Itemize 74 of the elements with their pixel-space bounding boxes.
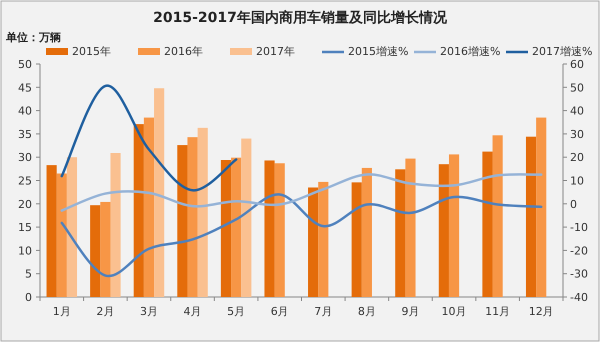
y-tick-label: 10 (18, 244, 32, 258)
x-tick-label: 10月 (442, 305, 467, 318)
chart-title: 2015-2017年国内商用车销量及同比增长情况 (153, 9, 448, 26)
legend-label: 2017增速% (532, 45, 592, 58)
bar (308, 187, 318, 297)
y2-tick-label: 30 (570, 128, 584, 141)
bar (405, 158, 416, 297)
bar (66, 157, 78, 297)
bar (90, 205, 100, 297)
y2-tick-label: 20 (570, 151, 584, 164)
y-tick-label: 0 (25, 291, 32, 304)
bar (352, 182, 362, 297)
bar (274, 163, 285, 297)
bar (198, 128, 208, 297)
bar (438, 164, 449, 297)
y-tick-label: 30 (18, 151, 32, 164)
bar (100, 202, 110, 297)
y-tick-label: 50 (18, 58, 32, 71)
line-series (60, 84, 238, 192)
bar (362, 168, 372, 297)
x-tick-label: 2月 (96, 305, 114, 318)
x-tick-label: 5月 (227, 305, 246, 318)
bar (110, 153, 121, 297)
line-series (60, 173, 542, 212)
bar (482, 152, 493, 297)
bar (536, 118, 546, 297)
bar (526, 136, 536, 297)
bar (448, 154, 460, 297)
x-tick-label: 9月 (401, 305, 420, 318)
y2-tick-label: 50 (570, 81, 584, 94)
bar (241, 138, 252, 297)
y-tick-label: 40 (18, 104, 32, 118)
y2-tick-label: 10 (570, 174, 584, 188)
text: 单位：万辆 (5, 31, 61, 44)
bar (134, 124, 144, 297)
y2-tick-label: -10 (570, 221, 588, 234)
x-tick-label: 1月 (52, 305, 71, 318)
bar (395, 169, 406, 297)
bar (231, 158, 242, 297)
x-tick-label: 6月 (270, 305, 289, 318)
legend-label: 2016增速% (440, 45, 500, 58)
y-tick-label: 25 (18, 174, 32, 188)
x-tick-label: 3月 (140, 305, 158, 318)
y-tick-label: 35 (18, 128, 32, 141)
bar (492, 135, 503, 297)
y2-tick-label: -30 (570, 268, 588, 281)
bar (220, 160, 232, 297)
y2-tick-label: 0 (570, 198, 577, 211)
y-tick-label: 45 (18, 81, 32, 94)
bar (154, 88, 164, 297)
legend-label: 2015增速% (348, 45, 408, 58)
y-tick-label: 15 (18, 221, 32, 234)
y-tick-label: 5 (25, 268, 32, 281)
x-tick-label: 11月 (485, 305, 510, 318)
x-tick-label: 7月 (314, 305, 332, 318)
bar (177, 145, 188, 297)
bar (187, 137, 198, 297)
y2-tick-label: -20 (570, 244, 588, 258)
bar (264, 160, 275, 297)
x-tick-label: 12月 (528, 305, 554, 318)
y-tick-label: 20 (18, 198, 32, 211)
bar (318, 182, 328, 297)
legend-label: 2016年 (164, 45, 203, 58)
x-tick-label: 4月 (184, 305, 202, 318)
bar (56, 174, 67, 297)
y2-tick-label: -40 (570, 291, 588, 304)
line-series (60, 193, 542, 277)
bar (46, 165, 57, 297)
bar (144, 118, 154, 297)
y2-tick-label: 60 (570, 58, 584, 71)
y2-tick-label: 40 (570, 104, 584, 118)
x-tick-label: 8月 (358, 305, 376, 318)
legend-label: 2015年 (72, 45, 111, 58)
legend-label: 2017年 (256, 45, 295, 58)
